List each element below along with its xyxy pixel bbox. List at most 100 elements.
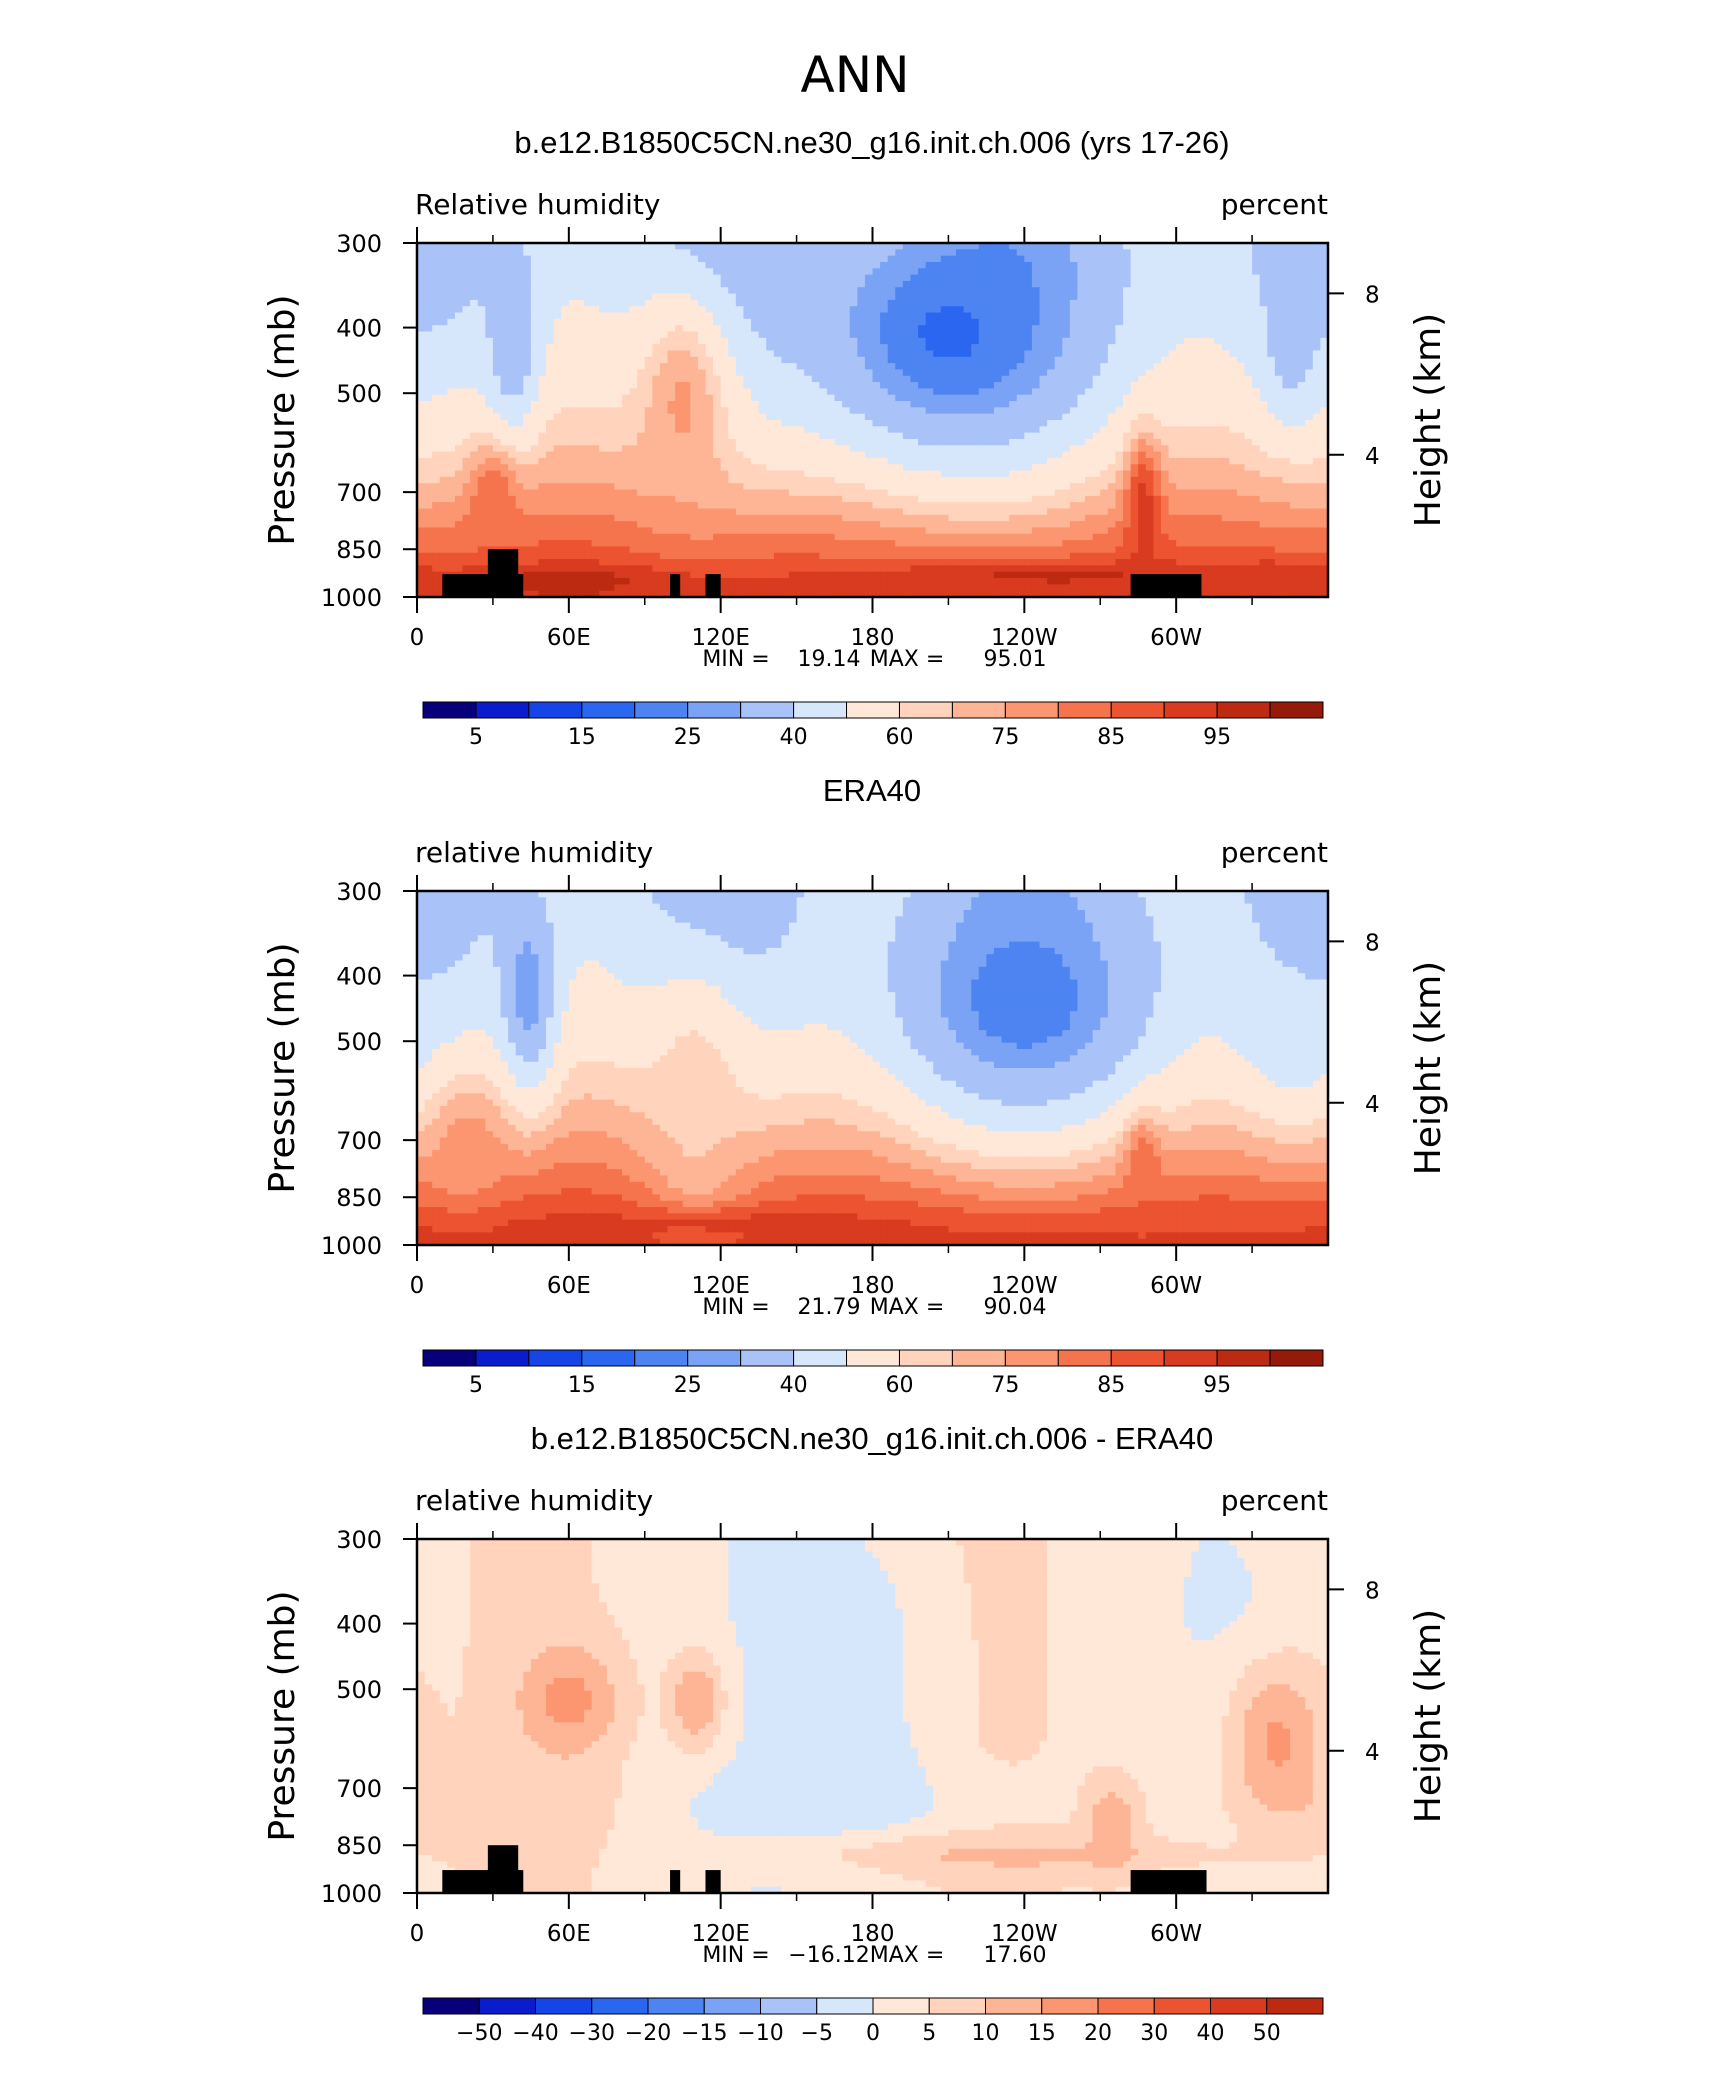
contour-cell	[720, 470, 729, 478]
contour-cell	[887, 331, 896, 339]
contour-cell	[1024, 432, 1033, 440]
contour-cell	[1024, 318, 1033, 326]
contour-cell	[697, 306, 707, 314]
contour-cell	[1100, 325, 1109, 333]
contour-cell	[561, 306, 570, 314]
contour-cell	[675, 306, 684, 314]
contour-cell	[993, 268, 1003, 276]
contour-cell	[1274, 325, 1284, 333]
contour-cell	[523, 413, 532, 421]
contour-cell	[773, 363, 782, 371]
contour-cell	[485, 293, 494, 301]
contour-cell	[940, 394, 950, 402]
contour-cell	[720, 331, 729, 339]
contour-cell	[1160, 426, 1170, 434]
contour-cell	[849, 243, 858, 250]
contour-cell	[454, 280, 464, 288]
contour-cell	[864, 464, 874, 472]
contour-cell	[1320, 445, 1329, 453]
contour-cell	[948, 502, 957, 510]
contour-cell	[546, 331, 555, 339]
contour-cell	[788, 261, 798, 269]
contour-cell	[1290, 420, 1299, 427]
contour-cell	[690, 287, 699, 295]
contour-cell	[857, 464, 866, 472]
contour-cell	[781, 388, 790, 396]
contour-cell	[424, 451, 433, 459]
contour-cell	[1259, 268, 1268, 276]
contour-cell	[447, 432, 456, 440]
contour-cell	[933, 280, 942, 288]
contour-cell	[1176, 356, 1185, 364]
contour-cell	[887, 476, 896, 484]
contour-cell	[417, 369, 426, 377]
contour-cell	[1229, 382, 1238, 389]
contour-cell	[667, 350, 676, 358]
contour-cell	[462, 451, 471, 459]
contour-cell	[417, 375, 426, 383]
contour-cell	[697, 369, 707, 377]
contour-cell	[971, 318, 980, 326]
contour-cell	[690, 299, 699, 307]
contour-cell	[1214, 457, 1223, 465]
contour-cell	[758, 495, 767, 503]
contour-cell	[781, 325, 790, 333]
contour-cell	[933, 489, 942, 497]
contour-cell	[508, 457, 517, 465]
contour-cell	[796, 325, 805, 333]
contour-cell	[1054, 445, 1063, 453]
contour-cell	[1107, 249, 1117, 257]
contour-cell	[515, 413, 524, 421]
contour-cell	[614, 350, 623, 358]
contour-cell	[1176, 401, 1185, 408]
contour-cell	[462, 306, 471, 314]
contour-cell	[735, 243, 745, 250]
contour-cell	[637, 337, 646, 345]
contour-cell	[1176, 249, 1185, 257]
contour-cell	[895, 280, 904, 288]
contour-cell	[1320, 306, 1329, 314]
contour-cell	[902, 255, 912, 263]
contour-cell	[963, 438, 972, 446]
contour-cell	[492, 375, 502, 383]
contour-cell	[918, 293, 927, 301]
contour-cell	[963, 483, 972, 491]
contour-cell	[751, 483, 760, 491]
contour-cell	[462, 382, 471, 389]
contour-cell	[804, 249, 813, 257]
contour-cell	[470, 483, 479, 491]
contour-cell	[1001, 350, 1010, 358]
contour-cell	[629, 287, 638, 295]
contour-cell	[477, 464, 486, 472]
contour-cell	[1001, 432, 1010, 440]
contour-cell	[553, 287, 562, 295]
contour-cell	[1123, 363, 1132, 371]
contour-cell	[485, 470, 494, 478]
contour-cell	[652, 363, 661, 371]
contour-cell	[857, 331, 866, 339]
contour-cell	[1191, 318, 1200, 326]
contour-cell	[1252, 489, 1261, 497]
contour-cell	[1176, 476, 1185, 484]
contour-cell	[1138, 445, 1147, 453]
contour-cell	[978, 344, 987, 352]
contour-cell	[462, 445, 471, 453]
contour-cell	[956, 280, 965, 288]
contour-cell	[652, 489, 661, 497]
contour-cell	[773, 344, 782, 352]
contour-cell	[538, 413, 547, 421]
contour-cell	[1252, 280, 1261, 288]
contour-cell	[842, 280, 851, 288]
contour-cell	[1259, 457, 1268, 465]
contour-cell	[530, 299, 540, 307]
contour-cell	[508, 382, 517, 389]
contour-cell	[1183, 344, 1192, 352]
contour-cell	[652, 483, 661, 491]
contour-cell	[1062, 451, 1071, 459]
contour-cell	[508, 255, 517, 263]
panel-title: b.e12.B1850C5CN.ne30_g16.init.ch.006 (yr…	[514, 125, 1229, 160]
contour-cell	[568, 489, 578, 497]
contour-cell	[1153, 420, 1162, 427]
contour-cell	[599, 394, 608, 402]
contour-cell	[530, 268, 540, 276]
